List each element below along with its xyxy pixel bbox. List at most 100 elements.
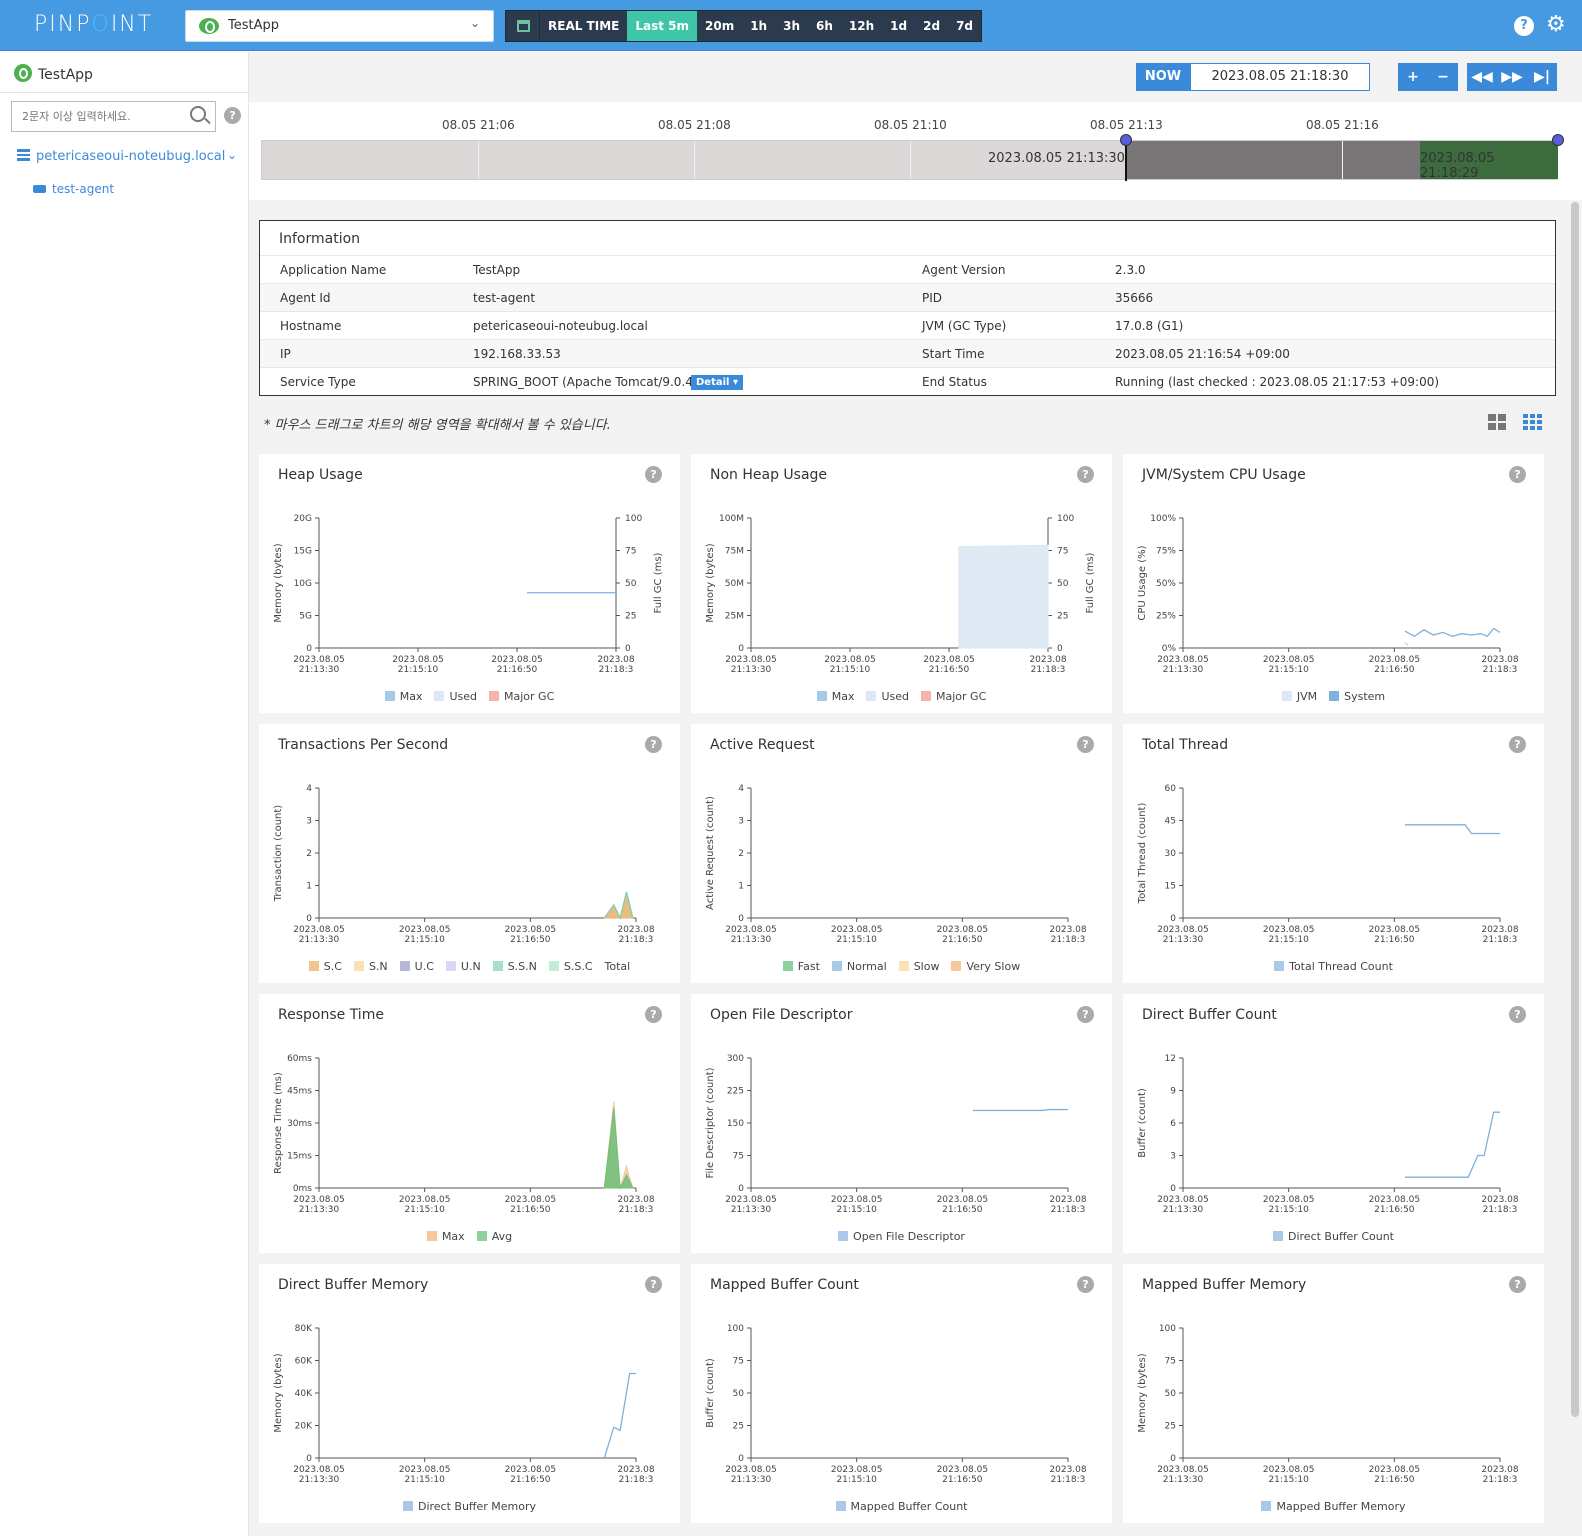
help-icon[interactable]: ? — [1077, 736, 1094, 753]
legend-item[interactable]: Max — [426, 1230, 465, 1243]
range-7d-button[interactable]: 7d — [956, 19, 974, 33]
legend-item[interactable]: Max — [816, 690, 854, 703]
zoom-in-button[interactable]: + — [1407, 69, 1419, 85]
legend-item[interactable]: Slow — [898, 960, 939, 973]
forward-icon[interactable]: ▶▶ — [1501, 69, 1523, 85]
y-tick-label: 75M — [725, 547, 744, 557]
help-icon[interactable]: ? — [1509, 1006, 1526, 1023]
help-icon[interactable]: ? — [645, 1006, 662, 1023]
chart-panel[interactable]: Direct Buffer Count? 0 3 6 9 12 Buffer (count)… — [1123, 994, 1544, 1253]
range-20m-button[interactable]: 20m — [705, 19, 735, 33]
sidebar-item-host[interactable]: petericaseoui-noteubug.local — [17, 149, 225, 164]
timeline[interactable]: 08.05 21:06 08.05 21:08 08.05 21:10 08.0… — [249, 102, 1582, 247]
timeline-knob-left[interactable] — [1120, 134, 1132, 146]
range-12h-button[interactable]: 12h — [848, 19, 875, 33]
legend-item[interactable]: Max — [384, 690, 422, 703]
range-5m-button[interactable]: Last 5m — [627, 11, 697, 41]
legend-item[interactable]: Mapped Buffer Count — [835, 1500, 968, 1513]
legend-item[interactable]: Total Thread Count — [1274, 960, 1393, 973]
chart-panel[interactable]: Response Time? 0ms 15ms 30ms 45ms 60ms Respons… — [259, 994, 680, 1253]
legend-swatch — [402, 1501, 413, 1511]
now-button[interactable]: NOW — [1136, 63, 1190, 91]
legend-item[interactable]: Major GC — [489, 690, 554, 703]
timeline-bar[interactable]: 2023.08.05 21:13:30 2023.08.05 21:18:29 — [261, 134, 1564, 181]
range-1d-button[interactable]: 1d — [890, 19, 908, 33]
y-tick-label: 100% — [1150, 514, 1176, 524]
legend-item[interactable]: U.C — [399, 960, 434, 973]
chart-panel[interactable]: Transactions Per Second? 0 1 2 3 4 Transaction… — [259, 724, 680, 983]
chart-panel[interactable]: Active Request? 0 1 2 3 4 Active Request (coun… — [691, 724, 1112, 983]
legend-item[interactable]: Used — [434, 690, 477, 703]
legend-label: U.C — [414, 960, 434, 973]
chart-panel[interactable]: Mapped Buffer Memory? 0 25 50 75 100 Memory (b… — [1123, 1264, 1544, 1523]
legend-item[interactable]: Normal — [831, 960, 887, 973]
chart-panel[interactable]: Mapped Buffer Count? 0 25 50 75 100 Buffer (co… — [691, 1264, 1112, 1523]
timeline-knob-right[interactable] — [1552, 134, 1564, 146]
legend-item[interactable]: Avg — [476, 1230, 513, 1243]
x-tick-label: 21:13:30 — [299, 665, 340, 675]
timeline-handle-left[interactable] — [1125, 139, 1127, 181]
legend-item[interactable]: S.N — [353, 960, 388, 973]
legend-item[interactable]: Direct Buffer Memory — [402, 1500, 536, 1513]
layout-large-grid-icon[interactable] — [1488, 414, 1507, 431]
legend-item[interactable]: U.N — [445, 960, 481, 973]
help-icon[interactable]: ? — [645, 736, 662, 753]
range-3h-button[interactable]: 3h — [783, 19, 801, 33]
help-icon[interactable]: ? — [1509, 1276, 1526, 1293]
legend-item[interactable]: Used — [866, 690, 909, 703]
legend-item[interactable]: Fast — [782, 960, 820, 973]
help-icon[interactable]: ? — [1509, 466, 1526, 483]
rewind-icon[interactable]: ◀◀ — [1471, 69, 1493, 85]
legend-item[interactable]: JVM — [1281, 690, 1317, 703]
range-2d-button[interactable]: 2d — [923, 19, 941, 33]
detail-button[interactable]: Detail ▾ — [691, 375, 743, 390]
zoom-out-button[interactable]: − — [1437, 69, 1449, 85]
help-icon[interactable]: ? — [645, 1276, 662, 1293]
help-icon[interactable]: ? — [1077, 1276, 1094, 1293]
search-icon[interactable] — [190, 106, 206, 122]
legend-item[interactable]: Mapped Buffer Memory — [1261, 1500, 1406, 1513]
legend-item[interactable]: S.S.N — [492, 960, 537, 973]
legend-item[interactable]: Direct Buffer Count — [1273, 1230, 1394, 1243]
x-tick-label: 21:16:50 — [1374, 935, 1415, 945]
legend-item[interactable]: Major GC — [921, 690, 986, 703]
application-selector[interactable]: TestApp ⌄ — [185, 10, 494, 42]
help-icon[interactable]: ? — [1077, 466, 1094, 483]
agent-search-input[interactable] — [11, 101, 216, 132]
legend-swatch — [426, 1231, 437, 1241]
pinpoint-logo[interactable]: PINPOINT — [34, 12, 154, 37]
chart-panel[interactable]: Non Heap Usage? 0 25M 50M 75M 100M 0 25 50 75 100 F… — [691, 454, 1112, 713]
range-realtime-button[interactable]: REAL TIME — [548, 19, 620, 33]
help-icon[interactable]: ? — [1509, 736, 1526, 753]
skip-end-icon[interactable]: ▶| — [1534, 69, 1550, 85]
chart-panel[interactable]: Heap Usage? 0 5G 10G 15G 20G 0 25 50 75 100 Full GC… — [259, 454, 680, 713]
chart-panel[interactable]: Total Thread? 0 15 30 45 60 Total Thread (coun… — [1123, 724, 1544, 983]
legend-item[interactable]: System — [1329, 690, 1385, 703]
scrollbar[interactable] — [1571, 202, 1579, 1417]
legend-item[interactable]: S.S.C — [548, 960, 593, 973]
legend-item[interactable]: Total — [605, 960, 631, 973]
range-6h-button[interactable]: 6h — [816, 19, 833, 33]
legend-swatch — [384, 691, 395, 701]
help-icon[interactable]: ? — [1514, 16, 1534, 36]
help-icon[interactable]: ? — [645, 466, 662, 483]
chart-panel[interactable]: JVM/System CPU Usage? 0% 25% 50% 75% 100% CPU … — [1123, 454, 1544, 713]
chart-panel[interactable]: Direct Buffer Memory? 0 20K 40K 60K 80K Memory… — [259, 1264, 680, 1523]
help-icon[interactable]: ? — [1077, 1006, 1094, 1023]
legend-item[interactable]: Very Slow — [951, 960, 1020, 973]
sidebar-item-agent[interactable]: test-agent — [33, 182, 114, 196]
chevron-down-icon[interactable]: ⌄ — [227, 148, 238, 162]
x-tick-label: 21:16:50 — [1374, 1475, 1415, 1485]
chart-legend: Mapped Buffer Memory — [1123, 1500, 1544, 1513]
y-tick-label: 3 — [306, 817, 312, 827]
chart-panel[interactable]: Open File Descriptor? 0 75 150 225 300 File De… — [691, 994, 1112, 1253]
legend-item[interactable]: S.C — [308, 960, 342, 973]
calendar-icon[interactable] — [506, 11, 540, 41]
layout-small-grid-icon[interactable] — [1523, 414, 1542, 431]
range-1h-button[interactable]: 1h — [750, 19, 768, 33]
gear-icon[interactable]: ⚙ — [1546, 12, 1566, 37]
help-icon[interactable]: ? — [224, 107, 241, 124]
legend-item[interactable]: Open File Descriptor — [838, 1230, 965, 1243]
legend-label: Avg — [491, 1230, 513, 1243]
chart-legend: Mapped Buffer Count — [691, 1500, 1112, 1513]
